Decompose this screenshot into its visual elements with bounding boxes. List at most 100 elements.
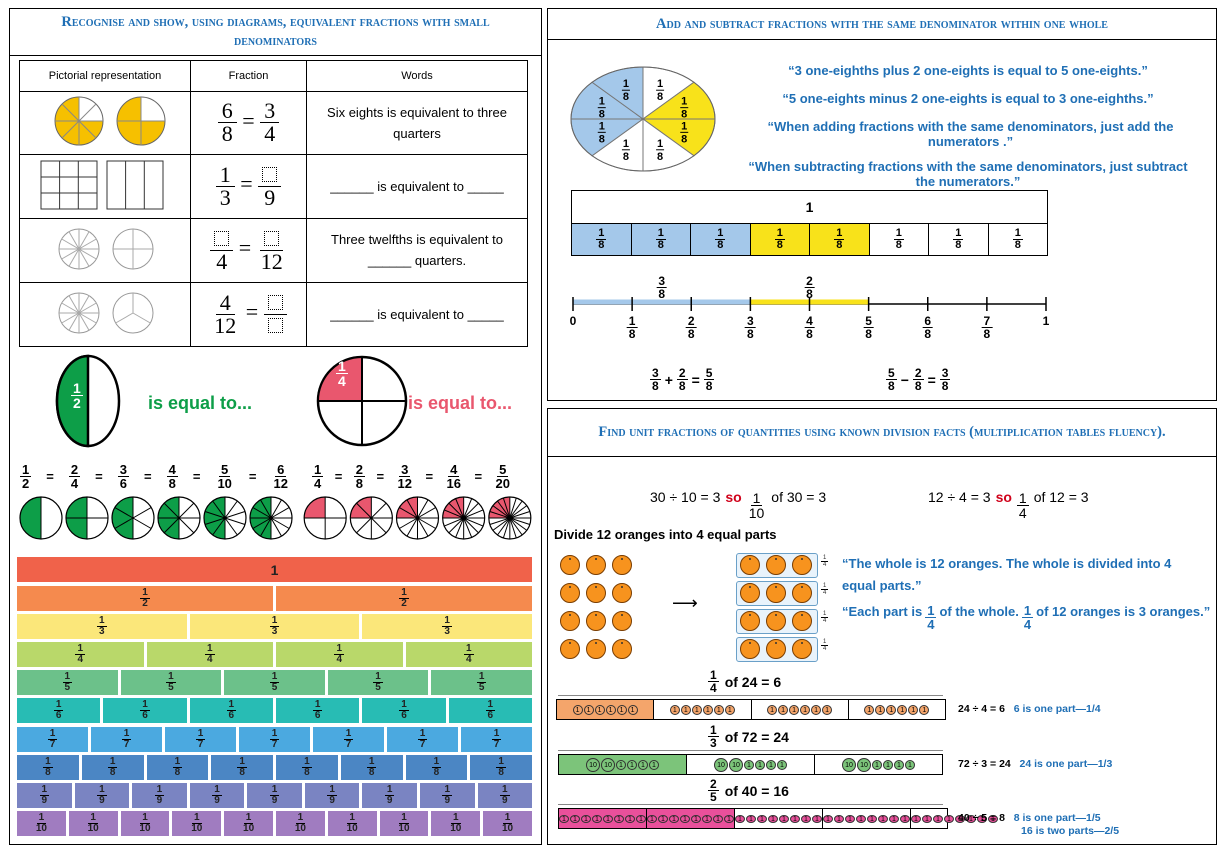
denominator: 6 (55, 710, 62, 722)
numerator: 4 (804, 314, 815, 328)
words-cell: Three twelfths is equivalent to ______ q… (306, 217, 528, 283)
equals-sign: = (474, 468, 483, 484)
bar-part: 10 10 1 1 1 1 (815, 755, 942, 774)
denominator: 7 (123, 738, 130, 750)
orange-icon (766, 583, 786, 603)
heading-text: of 72 = 24 (724, 728, 789, 745)
equals-sign: = (143, 468, 152, 484)
fraction-equation: 4 = 12 (210, 230, 286, 272)
orange-icon (740, 555, 760, 575)
numerator: 1 (821, 639, 829, 646)
counter: 1 (834, 814, 844, 823)
bar-divider (558, 750, 943, 751)
half-circles-row (19, 496, 293, 540)
denominator: 9 (386, 794, 393, 806)
denominator: 7 (271, 738, 278, 750)
wall-fraction: 1 10 (448, 812, 463, 834)
denominator: 6 (401, 710, 407, 722)
denominator: 2 (73, 395, 81, 411)
numerator: 1 (312, 461, 324, 477)
numerator: 1 (172, 755, 183, 768)
denominator: 8 (168, 475, 176, 491)
orange-icon (560, 639, 580, 659)
blank-numerator[interactable] (210, 228, 234, 251)
numerator: 1 (140, 587, 150, 599)
blank-numerator[interactable] (260, 228, 284, 251)
denominator: 8 (498, 766, 504, 778)
denominator: 10 (191, 822, 203, 834)
bar-part: 10 10 1 1 1 1 (559, 755, 687, 774)
bar-model-heading: 1 4 of 24 = 6 (708, 669, 781, 694)
counter: 1 (811, 704, 822, 715)
orange-group (736, 637, 818, 662)
counter: 10 (586, 757, 600, 772)
numerator: 1 (774, 227, 785, 240)
orange-icon (560, 583, 580, 603)
bar-model-heading: 1 3 of 72 = 24 (708, 724, 789, 749)
panel-title-text: Find unit fractions of quantities using … (598, 424, 1166, 440)
counter: 1 (823, 814, 833, 823)
numerator: 1 (496, 755, 506, 768)
counter: 1 (908, 704, 919, 715)
denominator: 20 (495, 475, 510, 491)
denominator: 9 (264, 184, 276, 210)
denominator: 8 (355, 475, 363, 491)
denominator: 9 (99, 794, 105, 806)
denominator: 5 (168, 682, 174, 694)
wall-fraction: 1 10 (293, 812, 308, 834)
denominator: 8 (888, 379, 895, 393)
counter: 1 (724, 704, 735, 715)
pictorial-cell (19, 217, 191, 283)
blank-denominator[interactable] (264, 315, 287, 337)
counter: 1 (702, 814, 712, 823)
denominator: 2 (22, 475, 30, 491)
denominator: 5 (375, 682, 381, 694)
numerator: 1 (226, 699, 237, 712)
numerator: 1 (334, 643, 345, 656)
fraction-wall-cell: 1 10 (275, 810, 325, 836)
counter: 1 (766, 759, 776, 770)
chain-fraction: 5 10 (215, 463, 233, 490)
denominator: 4 (823, 646, 827, 652)
orange-icon (586, 583, 606, 603)
counter: 1 (614, 814, 624, 823)
equals-sign: = (425, 468, 434, 484)
denominator: 12 (397, 475, 412, 491)
fraction-wall-cell: 1 10 (17, 810, 66, 836)
so-word: so (725, 489, 742, 505)
numerator: 1 (192, 811, 202, 824)
numerator: 1 (43, 755, 53, 768)
numerator: 1 (312, 699, 323, 712)
denominator: 4 (336, 654, 343, 666)
numerator: 1 (485, 699, 496, 712)
blank-numerator[interactable] (258, 164, 282, 187)
denominator: 5 (271, 682, 278, 694)
denominator: 10 (502, 822, 514, 834)
wall-whole-cell: 1 (17, 557, 532, 582)
counter: 1 (883, 759, 893, 770)
wall-fraction: 1 10 (345, 812, 360, 834)
numerator: 1 (442, 783, 452, 796)
counter: 1 (905, 759, 915, 770)
pie-label-numerator: 1 (623, 138, 629, 150)
counter: 1 (680, 814, 690, 823)
fraction-circle (303, 496, 347, 540)
denominator: 8 (109, 766, 116, 778)
numerator: 1 (491, 727, 502, 740)
quarter-circles-row (303, 496, 532, 540)
blank-numerator[interactable] (263, 292, 287, 315)
